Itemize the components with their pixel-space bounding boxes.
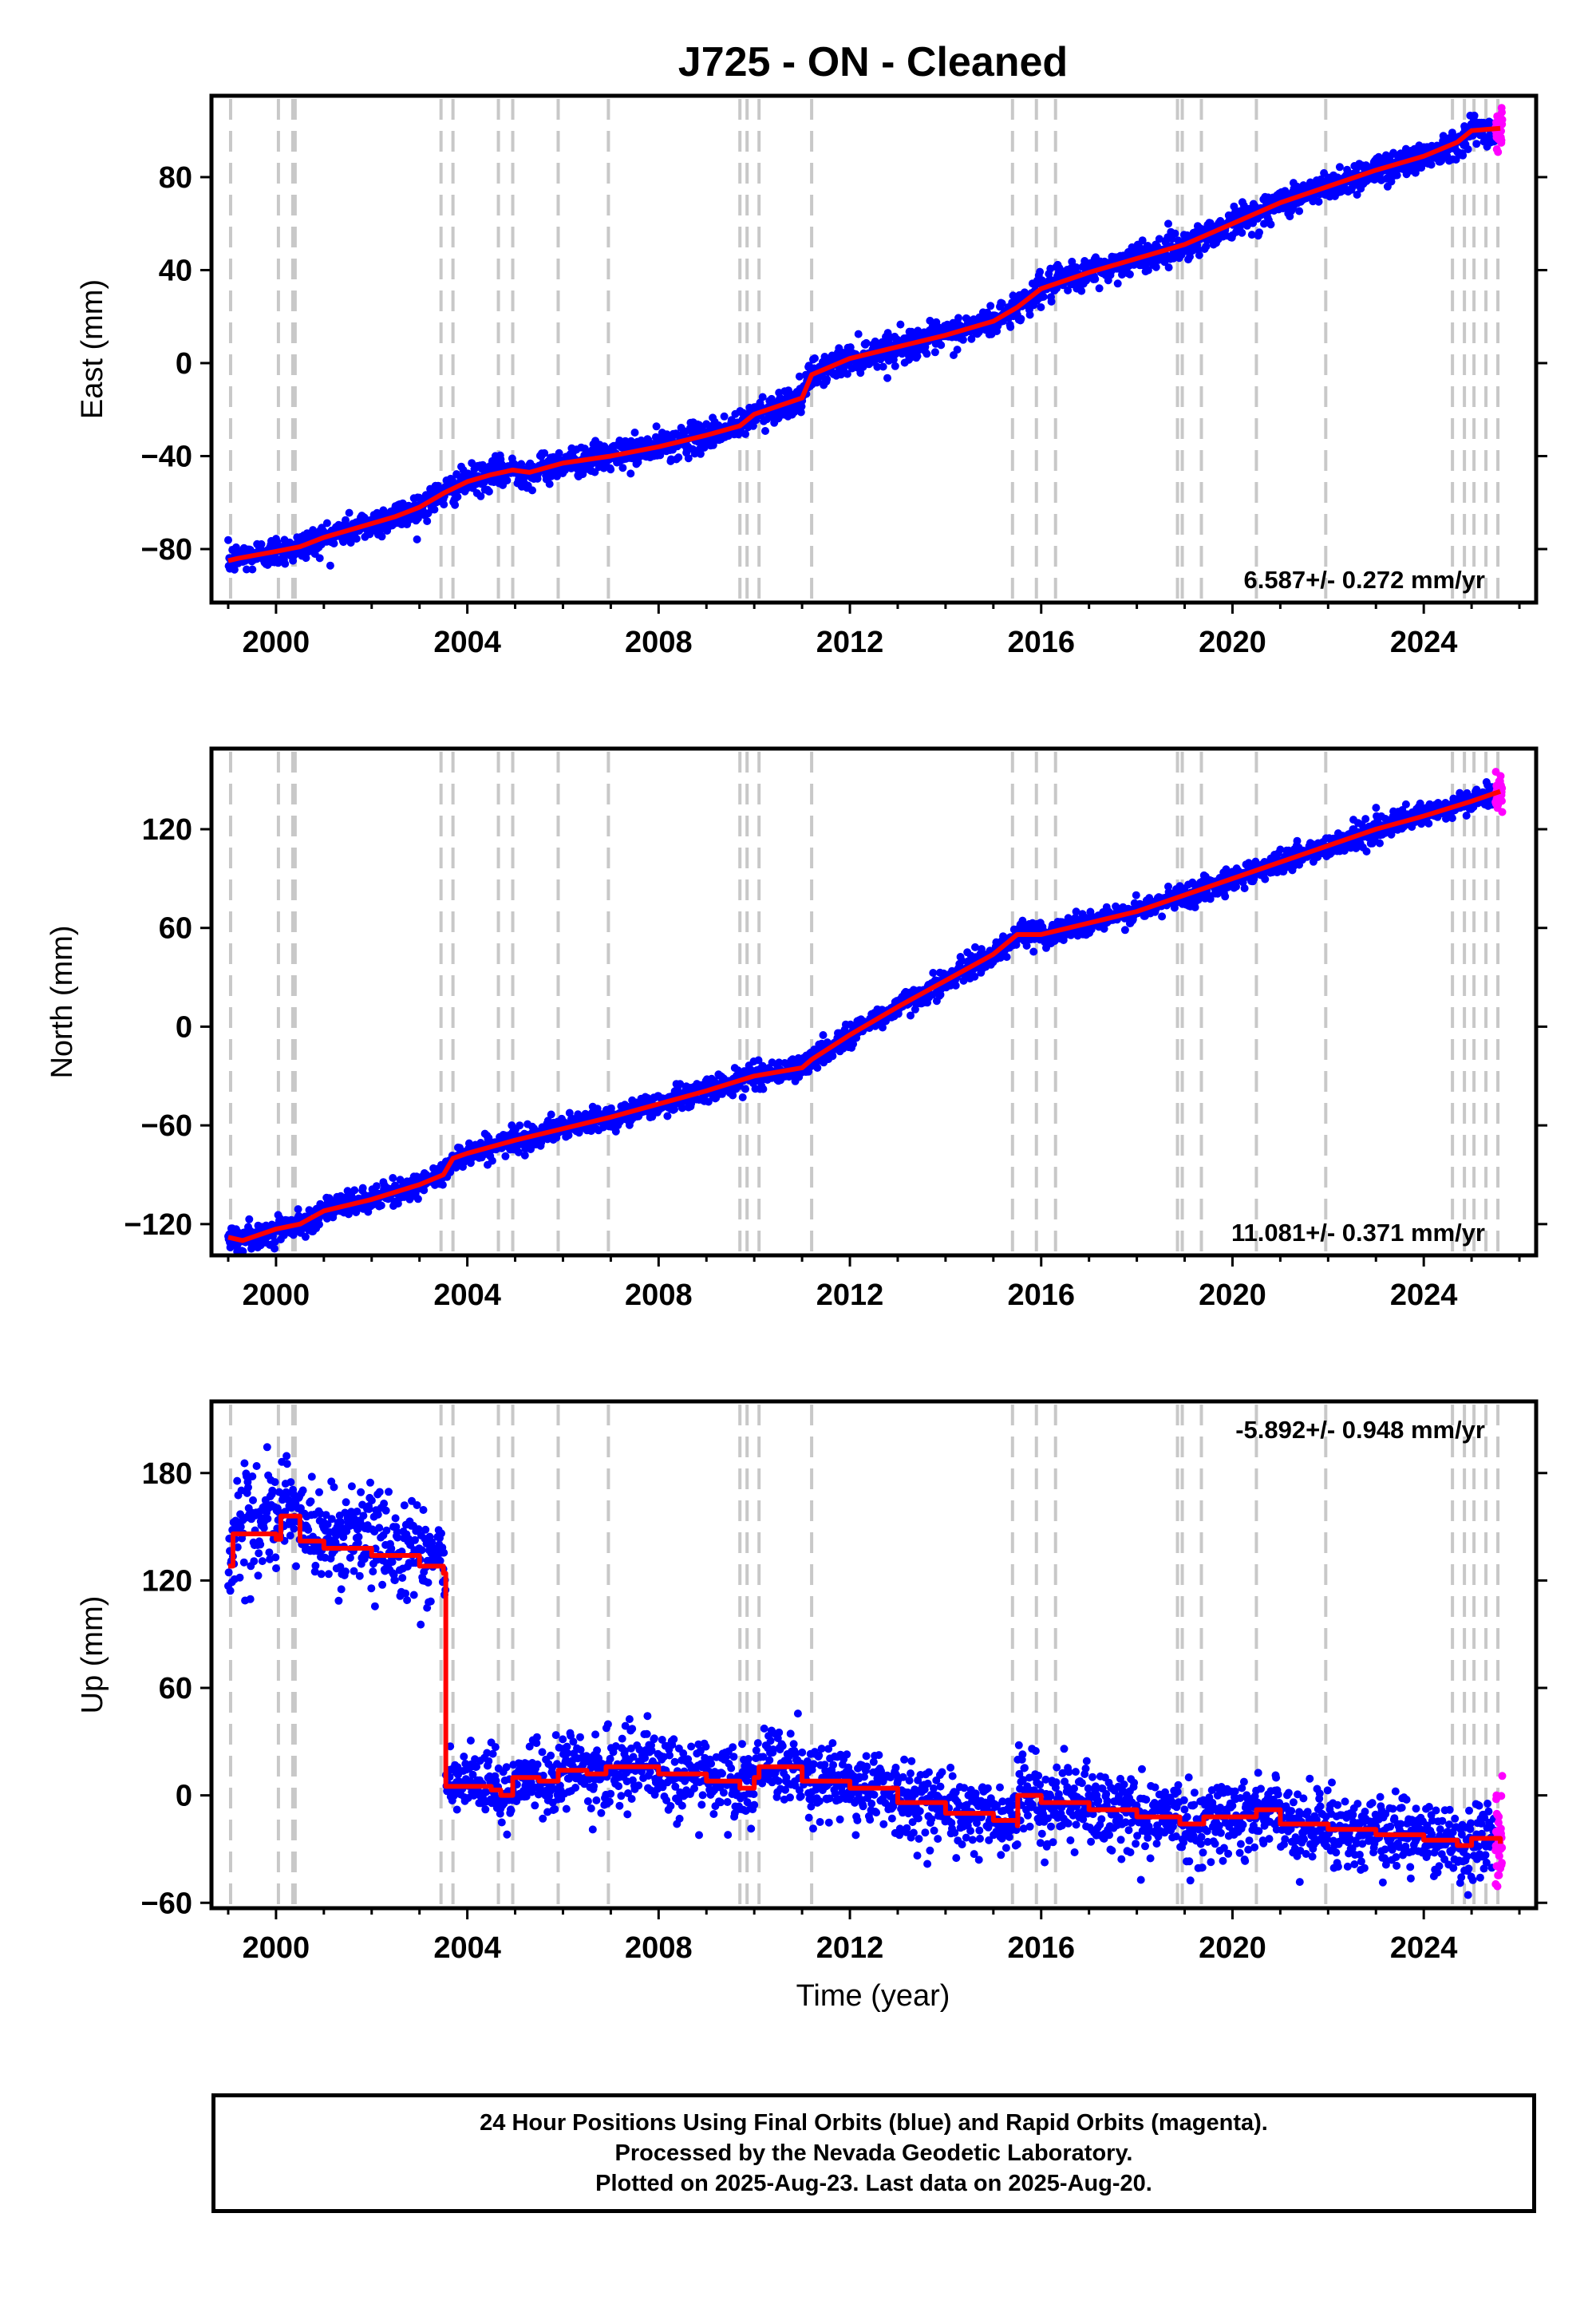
rate-annotation-up: -5.892+/- 0.948 mm/yr xyxy=(1235,1416,1485,1444)
x-tick-label: 2008 xyxy=(625,1279,693,1312)
x-tick-label: 2016 xyxy=(1007,1931,1075,1965)
y-tick-label: −40 xyxy=(141,440,192,473)
panel-east: 2000 2004 2008 2012 2016 2020 2024 −80 −40 0 40 80 E… xyxy=(76,93,1547,659)
plot-frame xyxy=(209,93,1539,605)
model-line xyxy=(227,125,1501,563)
x-tick-label: 2020 xyxy=(1199,1279,1266,1312)
final-orbit-points xyxy=(224,1443,1499,1899)
x-tick-label: 2004 xyxy=(433,626,501,659)
event-lines xyxy=(228,99,1500,599)
x-tick-label: 2008 xyxy=(625,1931,693,1965)
y-tick-label: 0 xyxy=(176,1780,192,1813)
x-tick-label: 2020 xyxy=(1199,1931,1266,1965)
x-tick-label: 2012 xyxy=(816,1279,884,1312)
y-tick-label: 40 xyxy=(159,254,192,287)
final-orbit-dots xyxy=(224,1443,1499,1899)
y-tick-label: 120 xyxy=(142,1564,192,1598)
y-axis-ticks: −120 −60 0 60 120 xyxy=(124,813,1547,1242)
model-line xyxy=(227,788,1502,1243)
plot-frame xyxy=(209,746,1539,1258)
x-axis-ticks: 2000 2004 2008 2012 2016 2020 2024 xyxy=(227,603,1521,659)
y-tick-label: 80 xyxy=(159,161,192,195)
final-orbit-points xyxy=(224,111,1499,574)
panel-north: 2000 2004 2008 2012 2016 2020 2024 −120 −60 0 60 12… xyxy=(45,746,1547,1312)
x-axis-label: Time (year) xyxy=(796,1979,950,2013)
panel-up: 2000 2004 2008 2012 2016 2020 2024 −60 0 60 120 180… xyxy=(76,1399,1547,1965)
y-tick-label: −80 xyxy=(141,533,192,567)
x-tick-label: 2024 xyxy=(1390,1931,1458,1965)
y-tick-label: −120 xyxy=(124,1208,192,1242)
y-tick-label: −60 xyxy=(141,1887,192,1920)
x-tick-label: 2024 xyxy=(1390,626,1458,659)
x-tick-label: 2000 xyxy=(243,1931,310,1965)
footer-line-1: 24 Hour Positions Using Final Orbits (bl… xyxy=(480,2110,1268,2136)
y-axis-label-north: North (mm) xyxy=(45,925,79,1078)
x-tick-label: 2000 xyxy=(243,1279,310,1312)
y-tick-label: 0 xyxy=(176,1010,192,1044)
plot-frame xyxy=(209,1399,1539,1911)
y-tick-label: 180 xyxy=(142,1457,192,1491)
y-axis-label-up: Up (mm) xyxy=(76,1596,109,1714)
x-tick-label: 2016 xyxy=(1007,626,1075,659)
y-axis-ticks: −80 −40 0 40 80 xyxy=(141,161,1547,567)
y-axis-ticks: −60 0 60 120 180 xyxy=(141,1457,1547,1920)
x-tick-label: 2008 xyxy=(625,626,693,659)
x-tick-label: 2004 xyxy=(433,1279,501,1312)
x-tick-label: 2000 xyxy=(243,626,310,659)
rapid-orbit-points xyxy=(1491,1772,1507,1891)
x-tick-label: 2004 xyxy=(433,1931,501,1965)
figure-title: J725 - ON - Cleaned xyxy=(678,39,1068,85)
rate-annotation-east: 6.587+/- 0.272 mm/yr xyxy=(1244,566,1485,594)
x-tick-label: 2024 xyxy=(1390,1279,1458,1312)
footer-info-box: 24 Hour Positions Using Final Orbits (bl… xyxy=(211,2093,1536,2213)
y-tick-label: 60 xyxy=(159,912,192,946)
y-tick-label: −60 xyxy=(141,1109,192,1143)
y-axis-label-east: East (mm) xyxy=(76,279,109,419)
y-tick-label: 0 xyxy=(176,347,192,381)
footer-line-2: Processed by the Nevada Geodetic Laborat… xyxy=(614,2140,1133,2166)
final-orbit-dots xyxy=(224,111,1499,574)
rate-annotation-north: 11.081+/- 0.371 mm/yr xyxy=(1231,1219,1485,1247)
model-line xyxy=(227,1513,1503,1848)
y-tick-label: 60 xyxy=(159,1672,192,1705)
x-tick-label: 2020 xyxy=(1199,626,1266,659)
x-tick-label: 2016 xyxy=(1007,1279,1075,1312)
x-axis-ticks: 2000 2004 2008 2012 2016 2020 2024 xyxy=(227,1255,1521,1312)
footer-line-3: Plotted on 2025-Aug-23. Last data on 202… xyxy=(595,2171,1152,2196)
x-tick-label: 2012 xyxy=(816,1931,884,1965)
x-axis-ticks: 2000 2004 2008 2012 2016 2020 2024 xyxy=(227,1908,1521,1965)
y-tick-label: 120 xyxy=(142,813,192,847)
rapid-orbit-dots xyxy=(1491,1772,1507,1891)
x-tick-label: 2012 xyxy=(816,626,884,659)
